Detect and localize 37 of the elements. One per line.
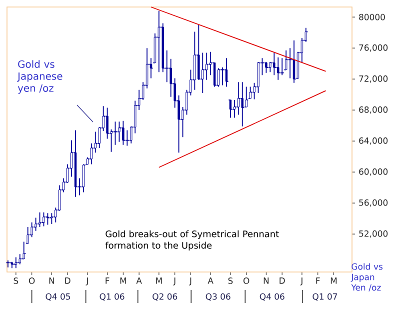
x-tick-label: M: [120, 278, 126, 284]
y-tick-label: 76,000: [359, 44, 388, 52]
x-tick-label: J: [86, 278, 88, 286]
text: Q2 06: [152, 293, 178, 301]
text: Q1 07: [312, 293, 338, 301]
annotation: Gold vs Japanese yen /oz: [17, 60, 62, 94]
x-tick-label: J: [189, 278, 192, 286]
x-tick-label: J: [173, 278, 176, 286]
text: Q4 05: [46, 293, 70, 301]
text: Q4 06: [260, 293, 284, 301]
x-tick-label: D: [280, 278, 285, 284]
y-axis-title: Gold vs Japan Yen /oz: [350, 263, 383, 292]
x-tick-label: S: [228, 278, 233, 284]
x-tick-label: F: [316, 278, 320, 284]
x-tick-label: S: [14, 278, 18, 284]
y-tick-label: 64,000: [359, 137, 388, 145]
y-tick-label: 72,000: [359, 75, 388, 83]
y-tick-label: 68,000: [359, 106, 388, 114]
candlestick: [229, 100, 232, 118]
x-tick-label: N: [264, 278, 269, 284]
text: Q1 06: [100, 293, 124, 301]
x-tick-label: F: [106, 278, 110, 284]
y-tick-label: 52,000: [359, 230, 388, 238]
y-tick-label: 60,000: [359, 168, 388, 176]
x-tick-label: J: [300, 278, 302, 286]
x-tick-label: M: [330, 278, 337, 284]
x-tick-label: M: [156, 278, 162, 284]
y-tick-label: 80000: [359, 14, 385, 20]
x-tick-label: A: [208, 278, 214, 284]
x-tick-label: O: [243, 278, 250, 284]
x-tick-label: O: [28, 278, 35, 284]
annotation: Gold breaks-out of Symetrical Pennant formation to the Upside: [105, 230, 279, 250]
x-tick-label: A: [136, 278, 142, 284]
y-tick-label: 56,000: [359, 199, 388, 207]
text: Q3 06: [206, 293, 230, 301]
x-tick-label: N: [49, 278, 54, 284]
x-tick-label: D: [65, 278, 70, 284]
